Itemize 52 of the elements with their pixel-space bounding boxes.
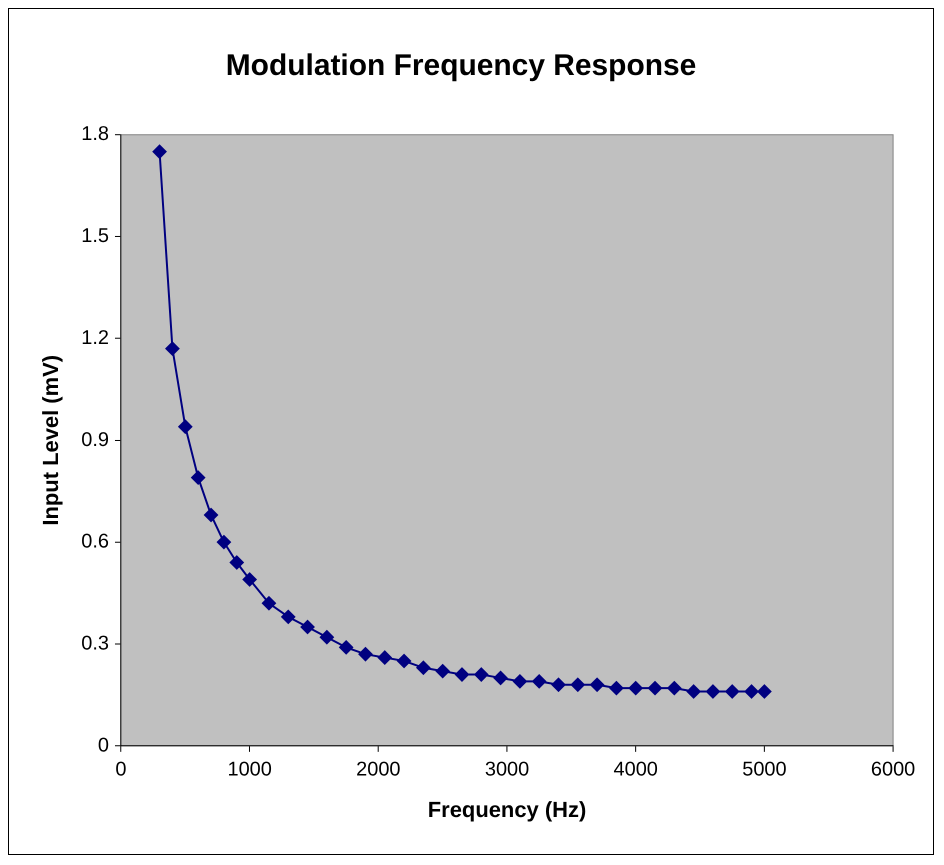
point [667, 681, 682, 696]
point [552, 678, 566, 692]
point [648, 681, 662, 696]
point [436, 664, 450, 678]
y-tick-label: 0.9 [81, 428, 109, 451]
point [230, 556, 244, 570]
y-tick-label: 1.8 [81, 123, 109, 146]
y-tick-label: 0 [98, 734, 109, 756]
point [191, 470, 206, 485]
y-tick-label: 1.2 [81, 326, 109, 349]
point [300, 620, 315, 634]
point [281, 610, 296, 624]
point [378, 650, 392, 665]
point [204, 508, 218, 522]
point [242, 572, 257, 586]
y-tick-label: 1.5 [81, 225, 109, 248]
x-tick-label: 5000 [742, 758, 787, 780]
point [570, 678, 585, 692]
point [609, 681, 624, 696]
point [757, 684, 772, 699]
x-tick-label: 1000 [227, 758, 272, 780]
point [178, 420, 192, 434]
point [706, 684, 720, 699]
x-tick-label: 3000 [484, 758, 530, 780]
y-tick-label: 0.3 [81, 632, 109, 654]
y-axis-title: Input Level (mV) [38, 354, 64, 526]
point [494, 670, 508, 685]
point [474, 668, 488, 682]
point [628, 681, 643, 696]
chart-title: Modulation Frequency Response [226, 49, 696, 82]
point [686, 684, 701, 699]
point [358, 647, 372, 662]
x-tick-label: 2000 [356, 758, 401, 780]
point [339, 640, 354, 654]
x-axis-title: Frequency (Hz) [428, 796, 586, 822]
point [320, 630, 334, 644]
x-tick-label: 4000 [614, 758, 658, 780]
point [165, 342, 180, 356]
x-tick-label: 0 [115, 758, 127, 780]
point [152, 144, 167, 159]
point [532, 674, 546, 688]
x-tick-label: 6000 [870, 758, 916, 780]
point [416, 660, 430, 675]
point [590, 678, 604, 692]
point [397, 654, 412, 668]
point [725, 684, 740, 699]
point [454, 668, 469, 682]
point [262, 596, 276, 610]
point [744, 684, 759, 699]
point [512, 674, 527, 688]
point [216, 535, 231, 550]
y-tick-label: 0.6 [81, 530, 109, 553]
